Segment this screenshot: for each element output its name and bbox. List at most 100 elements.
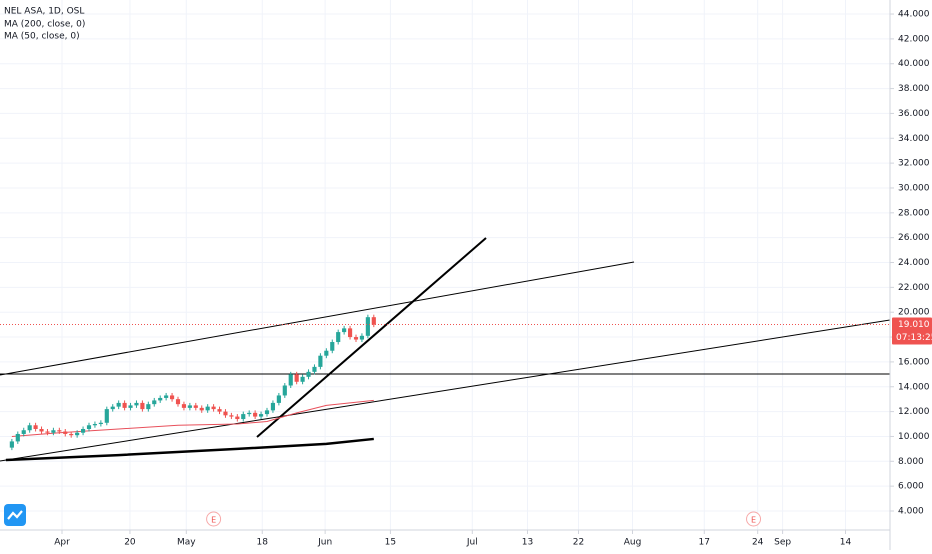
candle-body [336,332,341,343]
candle-body [9,441,14,448]
candle-body [110,406,115,410]
candle-body [253,412,258,417]
candle-body [211,406,216,410]
candle-body [104,409,109,423]
y-tick-label: 24.000 [898,258,930,268]
candle-body [241,414,246,420]
y-tick-label: 22.000 [898,283,930,293]
candle-body [294,374,299,382]
candle-body [365,317,370,336]
y-tick-label: 42.000 [898,34,930,44]
legend-entry: MA (200, close, 0) [4,20,85,30]
candle-body [140,402,145,410]
y-tick-label: 36.000 [898,109,930,119]
x-tick-label: 20 [124,538,136,548]
candle-body [98,422,103,425]
candle-body [324,350,329,356]
candle-body [318,355,323,367]
y-tick-label: 6.000 [898,482,924,492]
candle-body [27,425,32,431]
chart-title: NEL ASA, 1D, OSL [4,7,84,17]
candle-body [33,425,38,429]
candle-body [235,416,240,420]
candle-body [158,397,163,401]
y-tick-label: 44.000 [898,10,930,20]
x-tick-label: Jun [317,538,332,548]
candle-body [223,411,228,416]
candle-body [353,337,359,340]
event-marker [206,511,222,527]
x-tick-label: 22 [573,538,584,548]
candle-body [247,412,252,415]
y-tick-label: 4.000 [898,506,924,516]
y-tick-label: 28.000 [898,208,930,218]
y-tick-label: 30.000 [898,183,930,193]
x-tick-label: 13 [522,538,533,548]
last-price-box [892,317,932,345]
candle-body [342,328,347,333]
x-tick-label: May [177,538,196,548]
x-tick-label: Aug [624,538,642,548]
candle-body [276,395,281,403]
candle-body [116,402,121,407]
y-tick-label: 32.000 [898,159,930,169]
x-tick-label: 18 [257,538,269,548]
y-tick-label: 12.000 [898,407,930,417]
candle-body [187,405,192,408]
candle-body [21,430,26,434]
candle-body [80,428,86,433]
candle-body [15,433,20,442]
event-label: E [751,516,756,525]
candle-body [152,400,157,405]
candle-body [39,428,44,432]
ma-line [11,399,374,437]
event-label: E [211,516,216,525]
candle-body [371,317,376,325]
y-tick-label: 38.000 [898,84,930,94]
candle-body [258,414,264,417]
x-tick-label: Jul [466,538,478,548]
candle-body [128,405,133,408]
candle-body [264,410,270,415]
candle-body [69,433,74,436]
candle-body [312,366,317,372]
candle-body [359,335,365,340]
candle-body [92,424,98,426]
candle-body [270,402,276,411]
x-tick-label: 15 [385,538,396,548]
candle-body [205,406,210,411]
trend-line [0,261,635,376]
trend-line [0,319,891,462]
y-tick-label: 20.000 [898,308,930,318]
candle-body [330,342,335,351]
candle-body [122,402,127,408]
candle-body [175,399,181,405]
y-tick-label: 16.000 [898,357,930,367]
candle-body [306,371,311,377]
candle-body [229,415,234,417]
x-tick-label: 24 [752,538,764,548]
candle-body [282,385,287,396]
x-tick-label: Sep [774,538,791,548]
y-tick-label: 40.000 [898,59,930,69]
candle-body [57,430,62,432]
candle-body [134,402,139,406]
x-tick-label: 14 [840,538,852,548]
candle-body [199,407,204,411]
candle-body [181,404,187,408]
x-tick-label: 17 [699,538,710,548]
trend-lines [0,237,891,462]
candle-body [146,404,151,410]
x-tick-label: Apr [54,538,70,548]
last-price-label: 19.010 [898,320,930,330]
candle-body [75,432,80,436]
candle-body [193,405,198,408]
y-tick-label: 14.000 [898,382,930,392]
logo-mark [7,510,23,520]
y-tick-label: 8.000 [898,457,924,467]
y-tick-label: 26.000 [898,233,930,243]
y-tick-label: 34.000 [898,134,930,144]
candle-body [169,395,175,400]
logo[interactable] [4,504,26,526]
candle-body [63,431,68,434]
